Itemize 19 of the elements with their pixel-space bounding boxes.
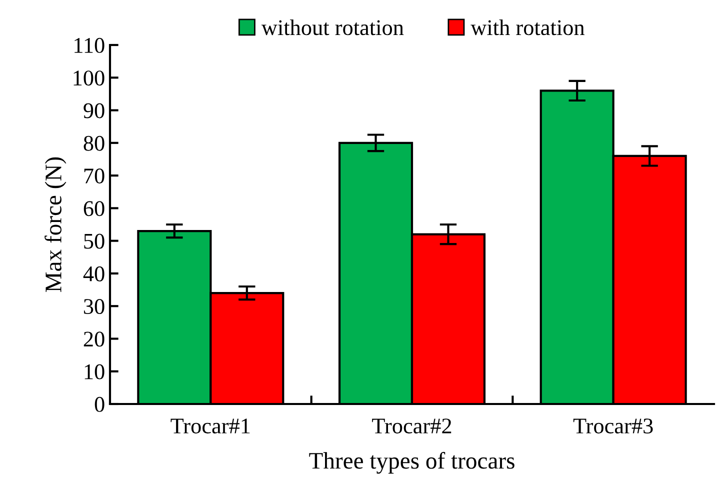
y-tick-label: 40	[83, 266, 104, 282]
y-tick-label: 80	[84, 136, 104, 151]
y-tick-label: 90	[84, 103, 104, 118]
y-tick-label: 0	[94, 396, 104, 412]
y-tick-label: 10	[84, 364, 104, 380]
y-tick-label: 60	[84, 201, 104, 216]
x-axis-title: Three types of trocars	[309, 452, 514, 474]
x-tick-label: Trocar#1	[170, 418, 250, 434]
legend-label: with rotation	[470, 20, 584, 36]
x-tick-label: Trocar#2	[372, 418, 452, 434]
y-tick-label: 70	[84, 168, 104, 184]
x-tick-label: Trocar#3	[573, 418, 653, 434]
y-axis-title: Max force (N)	[44, 157, 66, 292]
y-tick-label: 20	[84, 332, 104, 347]
legend-label: without rotation	[261, 20, 404, 36]
y-tick-label: 50	[84, 234, 104, 249]
y-tick-label: 110	[74, 38, 104, 53]
y-tick-label: 100	[74, 70, 104, 86]
y-tick-label: 30	[84, 299, 104, 314]
